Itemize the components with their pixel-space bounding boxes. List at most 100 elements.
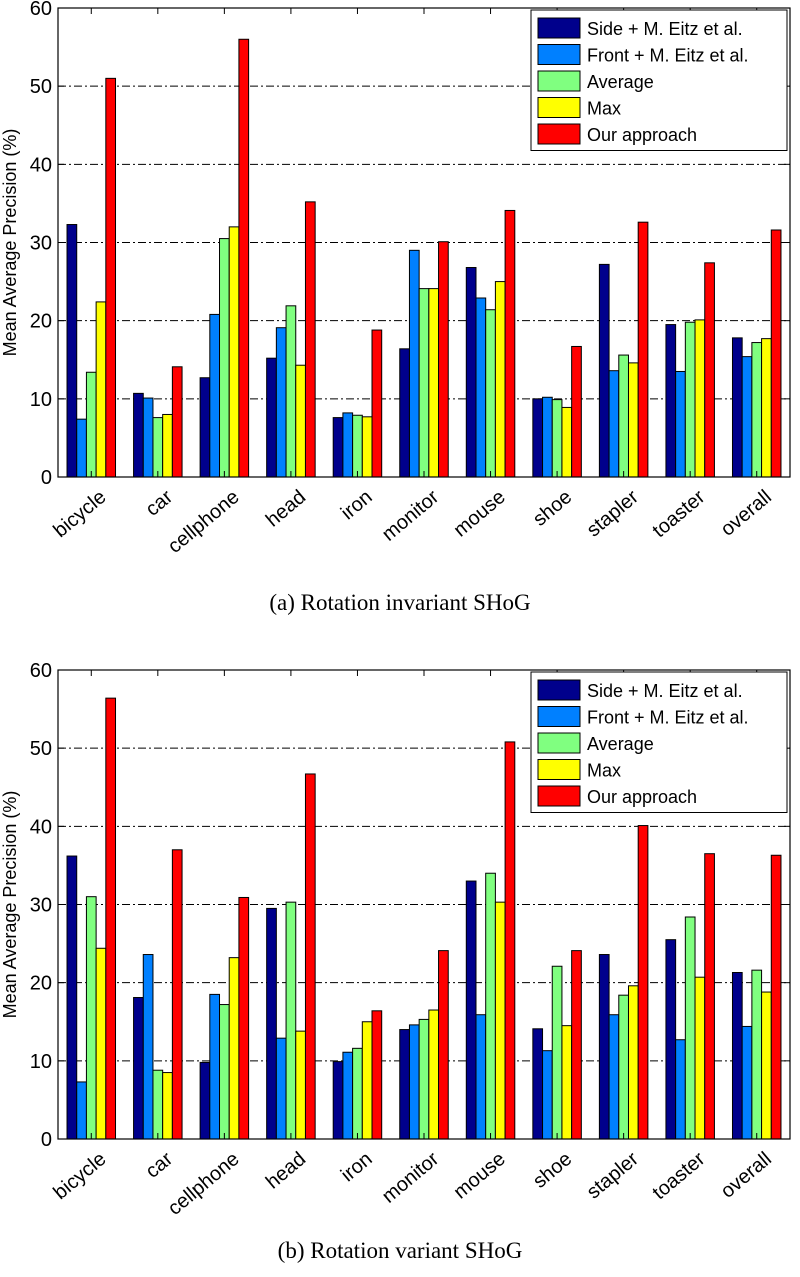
legend-label-3: Max [587, 99, 621, 119]
bar-overall-2 [751, 342, 763, 478]
y-tick-label: 10 [30, 389, 52, 411]
bar-toaster-1 [675, 1039, 686, 1140]
legend-label-1: Front + M. Eitz et al. [587, 708, 749, 728]
bar-monitor-3 [428, 288, 440, 478]
x-tick-label: head [262, 1148, 310, 1193]
x-tick-label: stapler [583, 1148, 643, 1204]
bar-monitor-1 [408, 1024, 420, 1140]
bar-monitor-1 [408, 249, 420, 478]
bar-toaster-3 [694, 976, 706, 1140]
bar-iron-1 [342, 1051, 354, 1140]
bar-head-2 [285, 305, 297, 478]
bar-iron-0 [332, 417, 344, 478]
x-tick-label: car [142, 486, 178, 521]
legend-label-3: Max [587, 761, 621, 781]
bar-toaster-4 [704, 262, 715, 478]
bar-iron-3 [361, 416, 373, 478]
legend-label-0: Side + M. Eitz et al. [587, 681, 743, 701]
legend-swatch-2 [537, 70, 581, 92]
bar-head-4 [304, 201, 316, 478]
bar-car-1 [142, 397, 154, 478]
bar-iron-1 [342, 412, 354, 478]
y-tick-label: 60 [30, 660, 52, 682]
legend-swatch-2 [537, 732, 581, 754]
bar-overall-4 [770, 854, 782, 1140]
bar-shoe-1 [542, 396, 553, 478]
bar-cellphone-3 [228, 957, 240, 1140]
legend-label-1: Front + M. Eitz et al. [587, 46, 749, 66]
x-tick-label: stapler [583, 486, 643, 542]
bar-head-2 [285, 901, 297, 1140]
x-tick-label: toaster [648, 1148, 709, 1204]
bar-overall-4 [770, 229, 782, 478]
bar-monitor-0 [399, 348, 410, 478]
bar-head-1 [275, 1037, 287, 1140]
bar-stapler-1 [608, 370, 620, 478]
bar-overall-3 [761, 991, 772, 1140]
bar-mouse-4 [504, 741, 516, 1140]
x-tick-label: car [142, 1148, 178, 1183]
bar-head-0 [266, 357, 277, 478]
bar-car-4 [171, 849, 183, 1140]
bar-toaster-1 [675, 370, 686, 478]
bar-bicycle-4 [105, 77, 117, 478]
bar-mouse-3 [494, 281, 506, 478]
x-tick-label: iron [337, 1148, 377, 1186]
bar-mouse-3 [494, 901, 506, 1140]
bar-cellphone-0 [199, 1061, 211, 1140]
bar-monitor-0 [399, 1029, 410, 1140]
bar-shoe-4 [571, 950, 582, 1140]
x-tick-label: bicycle [50, 1148, 111, 1204]
bar-overall-3 [761, 338, 772, 478]
bar-cellphone-1 [209, 313, 221, 478]
bar-cellphone-2 [219, 238, 230, 478]
bar-mouse-2 [485, 309, 496, 478]
bar-toaster-0 [665, 324, 677, 478]
x-tick-label: head [262, 486, 310, 531]
legend-label-4: Our approach [587, 787, 697, 807]
y-axis-label: Mean Average Precision (%) [0, 791, 20, 1019]
y-tick-label: 0 [41, 1129, 52, 1151]
bar-iron-4 [371, 1010, 383, 1140]
legend-swatch-0 [537, 679, 581, 701]
y-tick-label: 50 [30, 76, 52, 98]
chart-caption-b: (b) Rotation variant SHoG [278, 1238, 523, 1263]
legend-swatch-1 [537, 706, 581, 727]
bar-shoe-0 [532, 398, 544, 478]
bar-mouse-0 [465, 267, 477, 478]
y-tick-label: 20 [30, 973, 52, 995]
x-tick-label: overall [717, 486, 776, 541]
bar-shoe-3 [561, 1025, 573, 1140]
bar-monitor-3 [428, 1009, 440, 1140]
bar-bicycle-2 [85, 896, 97, 1140]
bar-stapler-3 [627, 985, 639, 1140]
x-tick-label: shoe [529, 486, 576, 531]
bar-stapler-2 [618, 354, 629, 478]
legend-label-0: Side + M. Eitz et al. [587, 19, 743, 39]
y-axis-label: Mean Average Precision (%) [0, 129, 20, 357]
bar-car-0 [133, 997, 144, 1140]
bar-toaster-2 [684, 916, 696, 1140]
legend-swatch-3 [537, 759, 581, 780]
bar-head-1 [275, 327, 287, 478]
bar-overall-1 [741, 1025, 753, 1140]
bar-car-2 [152, 417, 164, 478]
y-tick-label: 30 [30, 895, 52, 917]
bar-mouse-4 [504, 209, 516, 478]
bar-monitor-4 [438, 950, 449, 1140]
bar-shoe-2 [551, 965, 563, 1140]
bar-toaster-3 [694, 319, 706, 478]
bar-bicycle-1 [76, 1081, 87, 1140]
y-tick-label: 30 [30, 233, 52, 255]
bar-stapler-4 [637, 221, 649, 478]
chart-caption-a: (a) Rotation invariant SHoG [269, 590, 530, 615]
x-tick-label: bicycle [50, 486, 111, 542]
legend-label-2: Average [587, 734, 654, 754]
bar-bicycle-0 [66, 855, 78, 1140]
y-tick-label: 60 [30, 0, 52, 20]
bar-bicycle-4 [105, 697, 117, 1140]
bar-head-0 [266, 907, 277, 1140]
bar-bicycle-3 [95, 301, 107, 478]
bar-bicycle-1 [76, 418, 87, 478]
